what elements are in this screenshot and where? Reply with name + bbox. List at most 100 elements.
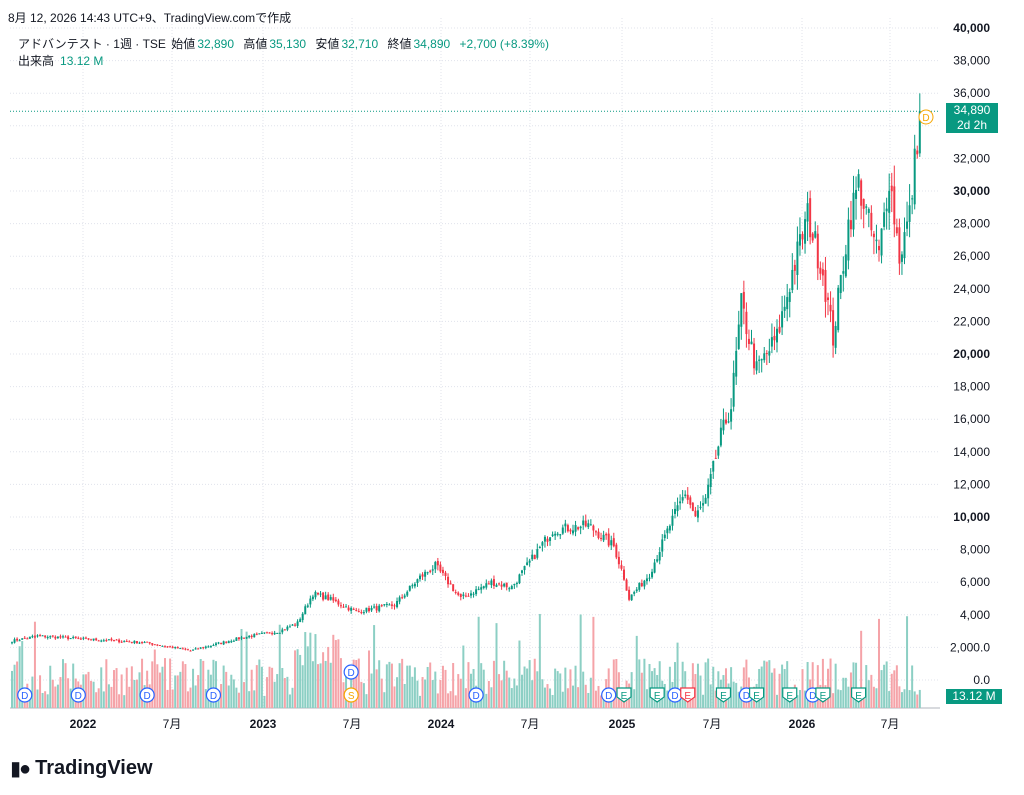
volume-bar — [867, 680, 870, 708]
candle-body — [454, 591, 457, 593]
candle-body — [855, 189, 858, 199]
volume-bar — [676, 642, 679, 708]
tradingview-logo[interactable]: ▮● TradingView — [10, 756, 153, 781]
candle-body — [852, 192, 855, 230]
candle-body — [849, 220, 852, 230]
volume-bar — [166, 689, 169, 708]
candle-body — [572, 530, 574, 534]
volume-bar — [339, 658, 342, 708]
candle-body — [135, 641, 138, 644]
candle-body — [691, 502, 694, 511]
candle-body — [95, 638, 98, 641]
volume-bar — [398, 663, 401, 708]
candle-body — [184, 648, 187, 650]
candle-body — [181, 648, 184, 650]
earnings-event-icon — [851, 687, 867, 703]
candle-body — [350, 607, 353, 611]
x-tick-label: 2022 — [70, 717, 97, 731]
volume-bar — [515, 685, 518, 708]
candle-body — [487, 583, 490, 585]
volume-bar — [844, 677, 847, 708]
candle-body — [23, 637, 26, 639]
candle-body — [268, 632, 271, 634]
y-tick-label: 22,000 — [953, 314, 990, 328]
volume-bar — [521, 674, 523, 708]
volume-bar — [447, 693, 450, 708]
upcoming-dividend-marker: D — [918, 109, 934, 125]
volume-bar — [908, 690, 911, 708]
candle-body — [903, 232, 906, 259]
candle-body — [686, 494, 689, 500]
candle-body — [416, 579, 419, 583]
volume-bar — [141, 658, 144, 708]
candle-body — [602, 534, 605, 541]
candle-body — [747, 338, 750, 344]
volume-bar — [745, 659, 748, 708]
upcoming-dividend-letter: D — [922, 113, 929, 124]
volume-bar — [49, 665, 52, 708]
volume-bar — [579, 614, 582, 708]
volume-bar — [531, 680, 534, 708]
candle-body — [299, 619, 302, 622]
volume-bar — [600, 695, 603, 708]
volume-tag: 13.12 M — [946, 689, 1002, 704]
volume-bar — [564, 667, 567, 708]
candle-body — [745, 311, 748, 335]
candle-body — [566, 525, 569, 532]
volume-bar — [633, 689, 636, 708]
volume-bar — [186, 691, 189, 708]
dividend-event-letter: D — [75, 691, 82, 702]
candle-body — [46, 637, 49, 639]
candle-body — [742, 291, 745, 309]
candle-body — [319, 593, 322, 595]
dividend-event-letter: D — [348, 668, 355, 679]
volume-bar — [770, 672, 773, 708]
x-tick-label: 7月 — [343, 717, 362, 731]
volume-bar — [125, 667, 128, 708]
earnings-event-letter: E — [753, 691, 760, 702]
candle-body — [561, 527, 564, 534]
candle-body — [872, 233, 875, 238]
candle-body — [809, 198, 812, 238]
candle-body — [77, 637, 80, 639]
volume-label: 出来高 — [18, 54, 55, 68]
candle-body — [888, 190, 891, 213]
volume-bar — [164, 658, 166, 708]
candle-body — [327, 594, 330, 601]
volume-bar — [528, 660, 531, 708]
candle-body — [87, 638, 90, 640]
volume-bar — [620, 695, 623, 708]
y-tick-label: 10,000 — [953, 510, 990, 524]
close-label: 終値 — [387, 37, 412, 51]
candle-body — [847, 219, 850, 261]
earnings-event-marker: E — [749, 687, 765, 703]
volume-bar — [454, 695, 457, 708]
volume-bar — [592, 616, 595, 708]
volume-bar — [283, 678, 286, 708]
candle-body — [151, 643, 154, 645]
candle-body — [304, 606, 307, 615]
candle-body — [28, 636, 31, 639]
candle-body — [436, 561, 439, 566]
volume-bar — [597, 685, 600, 708]
volume-legend: 出来高 13.12 M — [18, 52, 103, 69]
candle-body — [551, 534, 554, 536]
volume-bar — [811, 662, 814, 708]
candle-body — [918, 111, 921, 154]
candle-body — [640, 583, 643, 587]
candle-body — [217, 642, 220, 644]
volume-bar — [556, 671, 559, 708]
candle-body — [513, 584, 516, 586]
candle-body — [515, 582, 518, 585]
candle-body — [235, 637, 238, 641]
candle-body — [431, 569, 434, 571]
earnings-event-icon — [649, 687, 665, 703]
x-tick-label: 2026 — [789, 717, 816, 731]
candle-body — [648, 577, 651, 579]
volume-bar — [304, 632, 307, 708]
x-tick-label: 7月 — [881, 717, 900, 731]
volume-bar — [732, 681, 735, 708]
candle-body — [146, 641, 149, 643]
dividend-event-letter: D — [472, 691, 479, 702]
